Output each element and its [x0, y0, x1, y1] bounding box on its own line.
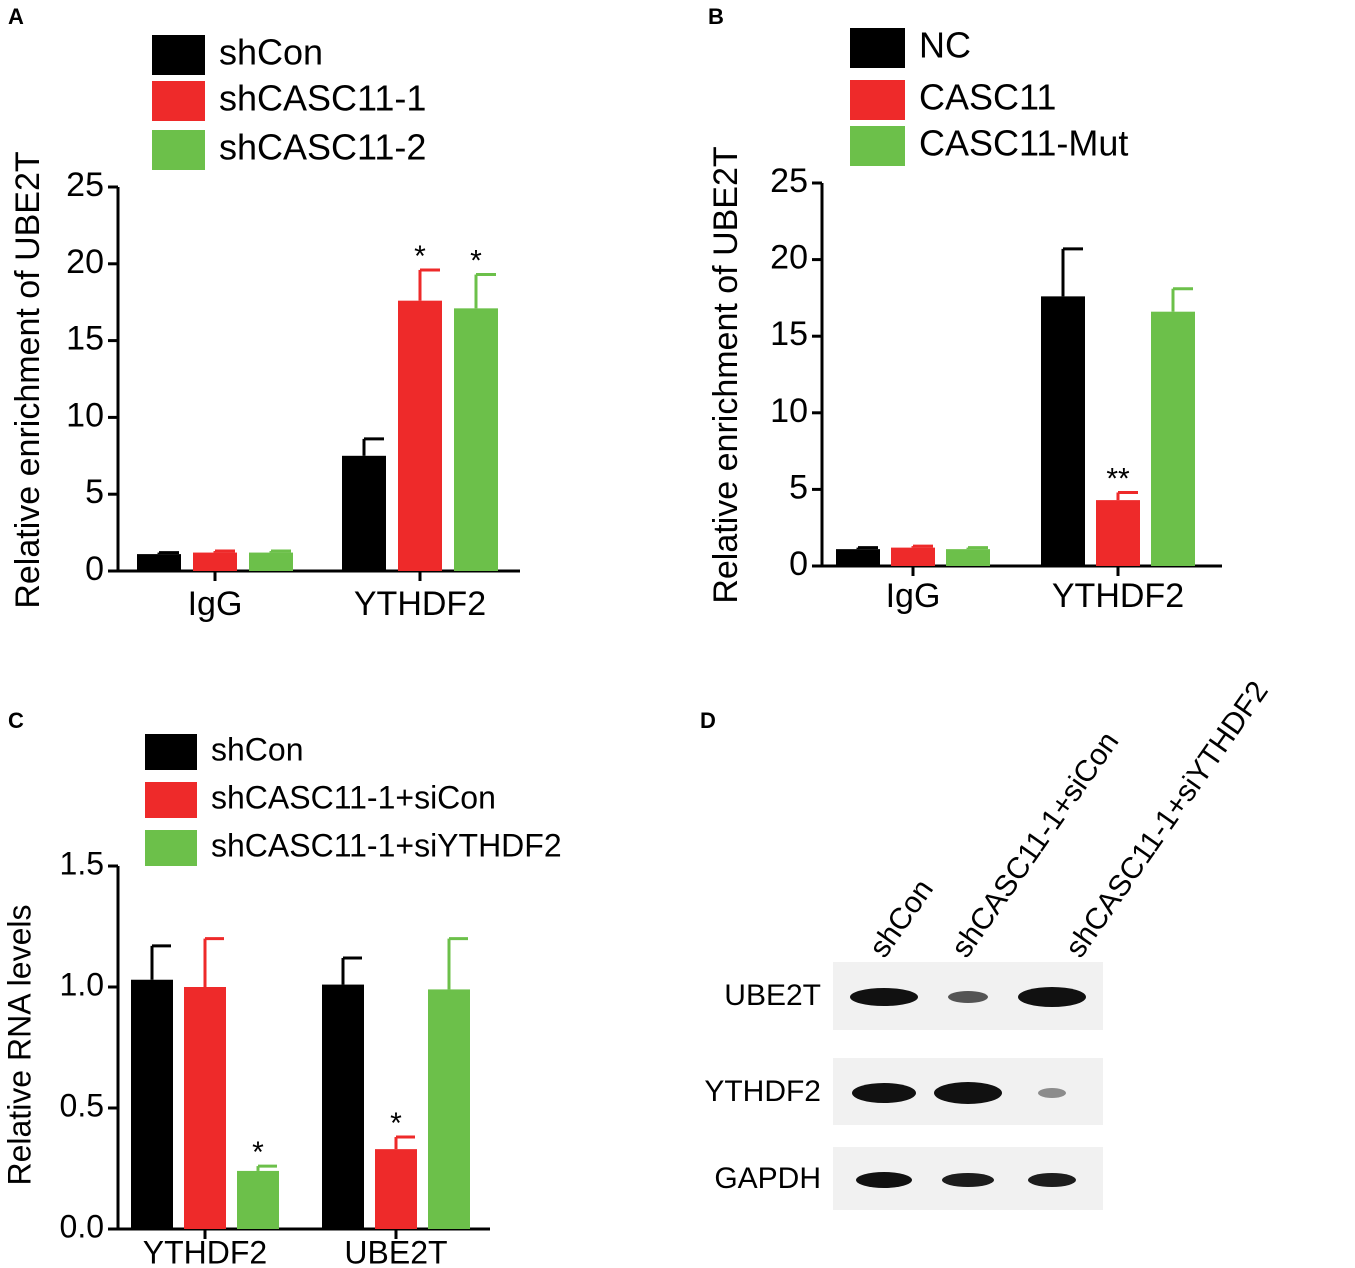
blot-band — [850, 988, 918, 1006]
y-tick-label: 0.5 — [60, 1087, 104, 1123]
x-tick-label: YTHDF2 — [354, 585, 486, 623]
bar — [249, 552, 293, 571]
x-tick-label: UBE2T — [344, 1234, 447, 1268]
bar — [193, 552, 237, 571]
blot-band — [1018, 987, 1086, 1007]
row-label: GAPDH — [714, 1162, 821, 1195]
panel-letter: B — [708, 4, 724, 29]
y-tick-label: 20 — [66, 243, 104, 281]
legend-swatch — [145, 830, 197, 866]
y-axis-label: Relative RNA levels — [1, 905, 37, 1186]
blot-band — [942, 1173, 994, 1187]
bar — [1041, 296, 1085, 566]
legend-swatch — [145, 782, 197, 818]
x-tick-label: IgG — [886, 577, 941, 615]
y-axis-label: Relative enrichment of UBE2T — [707, 146, 745, 603]
y-tick-label: 1.5 — [60, 845, 104, 881]
legend-swatch — [850, 28, 905, 68]
legend-label: CASC11 — [919, 77, 1056, 118]
bar — [342, 455, 386, 571]
lane-label: shCon — [863, 874, 940, 964]
y-tick-label: 5 — [789, 468, 808, 506]
y-tick-label: 20 — [770, 239, 808, 277]
legend-swatch — [145, 734, 197, 770]
row-label: UBE2T — [724, 979, 821, 1012]
panel-letter: A — [8, 4, 24, 29]
y-tick-label: 10 — [770, 392, 808, 430]
significance-label: * — [414, 240, 426, 273]
bar — [375, 1149, 417, 1229]
bar — [454, 308, 498, 571]
legend-label: shCon — [211, 731, 304, 767]
bar — [836, 549, 880, 566]
y-tick-label: 25 — [66, 166, 104, 204]
y-tick-label: 1.0 — [60, 966, 104, 1002]
legend-label: shCASC11-1+siYTHDF2 — [211, 827, 562, 863]
x-tick-label: YTHDF2 — [143, 1234, 267, 1268]
y-tick-label: 15 — [770, 315, 808, 353]
legend-label: shCASC11-1+siCon — [211, 779, 496, 815]
x-tick-label: YTHDF2 — [1052, 577, 1184, 615]
y-tick-label: 15 — [66, 320, 104, 358]
blot-band — [934, 1082, 1002, 1104]
blot-band — [1038, 1088, 1066, 1098]
y-axis-label: Relative enrichment of UBE2T — [9, 151, 47, 608]
legend-label: shCASC11-2 — [219, 127, 426, 168]
legend-swatch — [152, 35, 205, 75]
bar — [891, 547, 935, 566]
row-label: YTHDF2 — [704, 1075, 821, 1108]
legend-label: CASC11-Mut — [919, 123, 1128, 164]
bar — [322, 984, 364, 1229]
bar — [1151, 311, 1195, 566]
blot-band — [856, 1172, 912, 1188]
bar — [428, 989, 470, 1229]
significance-label: * — [252, 1136, 264, 1169]
blot-band — [1028, 1173, 1076, 1187]
y-tick-label: 0 — [789, 545, 808, 583]
bar — [137, 554, 181, 571]
panel-letter: C — [8, 708, 24, 733]
bar — [184, 987, 226, 1229]
legend-swatch — [152, 130, 205, 170]
bar — [946, 549, 990, 566]
legend-label: shCon — [219, 32, 323, 73]
y-tick-label: 0 — [85, 550, 104, 588]
bar — [131, 979, 173, 1229]
bar — [237, 1170, 279, 1229]
blot-band — [948, 991, 988, 1003]
blot-band — [852, 1083, 916, 1103]
y-tick-label: 10 — [66, 396, 104, 434]
bar — [398, 300, 442, 571]
x-tick-label: IgG — [188, 585, 243, 623]
significance-label: * — [390, 1107, 402, 1140]
legend-label: shCASC11-1 — [219, 78, 426, 119]
y-tick-label: 25 — [770, 162, 808, 200]
legend-label: NC — [919, 25, 971, 66]
y-tick-label: 0.0 — [60, 1208, 104, 1244]
significance-label: ** — [1106, 462, 1130, 495]
lane-label: shCASC11-1+siYTHDF2 — [1059, 675, 1275, 963]
legend-swatch — [850, 80, 905, 120]
y-tick-label: 5 — [85, 473, 104, 511]
significance-label: * — [470, 244, 482, 277]
legend-swatch — [850, 126, 905, 166]
panel-letter: D — [700, 708, 716, 733]
bar — [1096, 500, 1140, 566]
legend-swatch — [152, 81, 205, 121]
